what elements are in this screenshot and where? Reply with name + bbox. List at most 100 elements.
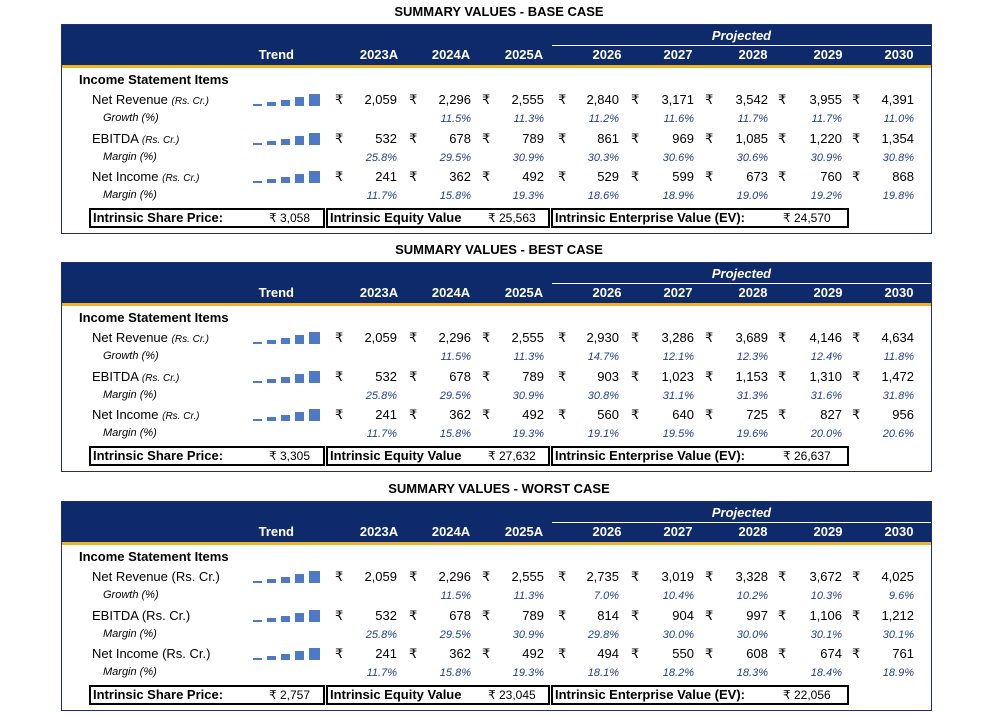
sparkline-bar [281, 177, 290, 183]
rupee-symbol: ₹ [409, 569, 418, 584]
rupee-symbol: ₹ [705, 169, 714, 184]
rupee-symbol: ₹ [558, 407, 567, 422]
gold-rule [62, 303, 931, 306]
rupee-symbol: ₹ [705, 646, 714, 661]
gold-rule [62, 65, 931, 68]
equity-value-box: Intrinsic Equity Value ₹ 27,632 [326, 446, 550, 466]
pct-cell: 11.5% [440, 113, 471, 125]
value-cell: 362 [449, 646, 471, 661]
rupee-symbol: ₹ [558, 131, 567, 146]
rupee-symbol: ₹ [558, 369, 567, 384]
year-header: 2028 [738, 285, 768, 300]
rupee-symbol: ₹ [335, 330, 344, 345]
rupee-symbol: ₹ [778, 131, 787, 146]
value-cell: 904 [672, 608, 694, 623]
row-unit: (Rs. Cr.) [162, 173, 200, 184]
year-header: 2023A [359, 285, 399, 300]
trend-sparkline [253, 610, 323, 622]
value-cell: 529 [597, 169, 619, 184]
pct-cell: 12.3% [736, 351, 768, 363]
rupee-symbol: ₹ [409, 169, 418, 184]
value-cell: 903 [597, 369, 619, 384]
sparkline-bar [295, 651, 304, 660]
rupee-symbol: ₹ [409, 369, 418, 384]
value-cell: 3,171 [661, 92, 694, 107]
sparkline-bar [309, 648, 320, 660]
year-header: 2030 [884, 47, 914, 62]
pct-cell: 31.3% [736, 390, 768, 402]
value-cell: 1,085 [735, 131, 768, 146]
pct-cell: 29.5% [439, 152, 471, 164]
sparkline-bar [267, 340, 276, 344]
pct-cell: 20.6% [882, 428, 914, 440]
sub-label-text: Growth [103, 112, 139, 124]
pct-cell: 11.0% [883, 113, 914, 125]
year-header: 2023A [359, 524, 399, 539]
sparkline-bar [267, 618, 276, 622]
pct-cell: 18.6% [587, 190, 619, 202]
share-price-value: ₹ 3,305 [269, 449, 310, 463]
row-label: Net Income (Rs. Cr.) [92, 407, 200, 425]
rupee-symbol: ₹ [335, 608, 344, 623]
year-header: 2029 [813, 47, 843, 62]
value-cell: 2,555 [511, 92, 544, 107]
sparkline-bar [253, 658, 262, 660]
rupee-symbol: ₹ [558, 330, 567, 345]
enterprise-value-label: Intrinsic Enterprise Value (EV): [555, 210, 745, 225]
rupee-symbol: ₹ [335, 131, 344, 146]
pct-cell: 29.5% [439, 629, 471, 641]
rupee-symbol: ₹ [409, 131, 418, 146]
year-header: 2026 [592, 524, 622, 539]
sub-unit: (%) [139, 151, 157, 163]
equity-value-box: Intrinsic Equity Value ₹ 23,045 [326, 685, 550, 705]
value-cell: 1,023 [661, 369, 694, 384]
pct-cell: 19.3% [512, 667, 544, 679]
rupee-symbol: ₹ [852, 608, 861, 623]
value-cell: 868 [892, 169, 914, 184]
trend-header: Trend [258, 524, 294, 539]
enterprise-value-box: Intrinsic Enterprise Value (EV): ₹ 26,637 [551, 446, 849, 466]
sparkline-bar [267, 417, 276, 421]
pct-cell: 10.2% [736, 590, 768, 602]
rupee-symbol: ₹ [631, 646, 640, 661]
case-title: SUMMARY VALUES - BASE CASE [394, 4, 604, 19]
sparkline-bar [295, 374, 304, 383]
pct-cell: 20.0% [810, 428, 842, 440]
year-header: 2026 [592, 47, 622, 62]
sub-unit: (%) [139, 189, 157, 201]
year-header: 2023A [359, 47, 399, 62]
pct-cell: 25.8% [365, 152, 397, 164]
trend-header: Trend [258, 285, 294, 300]
value-cell: 362 [449, 169, 471, 184]
share-price-label: Intrinsic Share Price: [93, 210, 224, 225]
sub-label: Growth (%) [103, 349, 159, 363]
rupee-symbol: ₹ [631, 169, 640, 184]
sparkline-bar [281, 654, 290, 660]
rupee-symbol: ₹ [335, 407, 344, 422]
share-price-value: ₹ 3,058 [269, 211, 310, 225]
value-cell: 673 [746, 169, 768, 184]
year-header: 2024A [431, 524, 471, 539]
section-heading: Income Statement Items [79, 310, 229, 325]
sparkline-bar [309, 133, 320, 145]
rupee-symbol: ₹ [409, 407, 418, 422]
sparkline-bar [253, 181, 262, 183]
value-cell: 241 [375, 169, 397, 184]
rupee-symbol: ₹ [482, 169, 491, 184]
row-label-text: Net Revenue (Rs. Cr.) [92, 569, 220, 584]
pct-cell: 11.5% [440, 351, 471, 363]
value-cell: 969 [672, 131, 694, 146]
value-cell: 1,310 [809, 369, 842, 384]
rupee-symbol: ₹ [852, 92, 861, 107]
row-label: Net Revenue (Rs. Cr.) [92, 569, 220, 585]
sub-label: Margin (%) [103, 627, 157, 641]
equity-value: ₹ 23,045 [488, 688, 536, 702]
value-cell: 492 [522, 407, 544, 422]
rupee-symbol: ₹ [705, 608, 714, 623]
row-label-text: Net Income [92, 407, 159, 422]
pct-cell: 11.7% [811, 113, 842, 125]
rupee-symbol: ₹ [482, 646, 491, 661]
pct-cell: 30.8% [882, 152, 914, 164]
year-header: 2024A [431, 47, 471, 62]
pct-cell: 30.9% [810, 152, 842, 164]
